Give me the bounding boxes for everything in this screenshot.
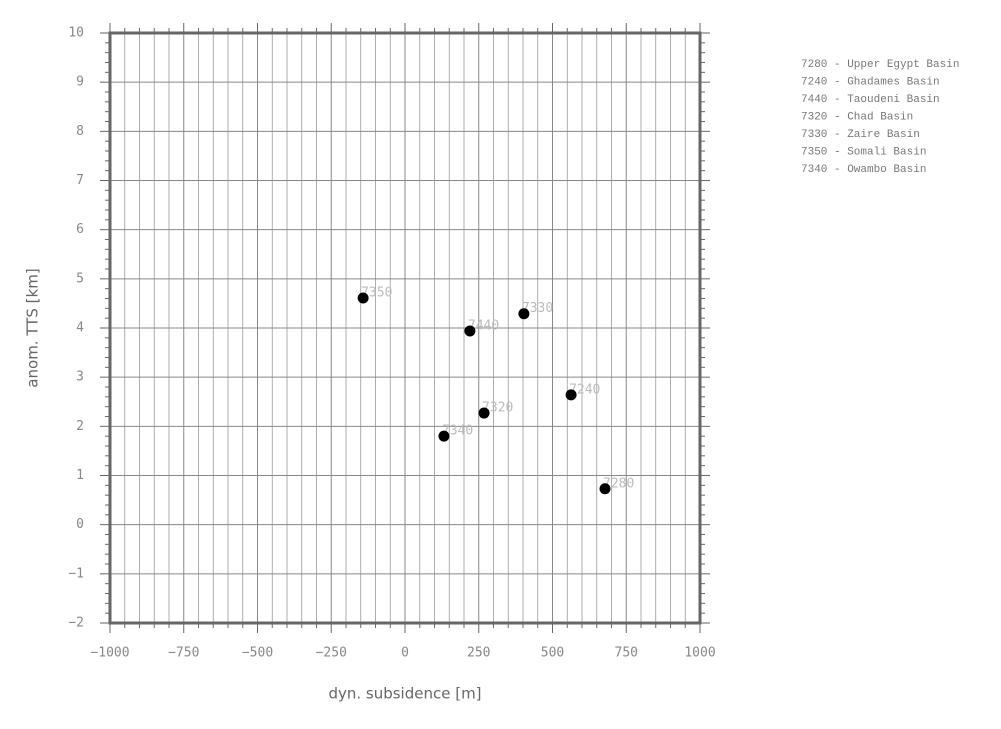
x-tick-label: −1000 [90,646,129,661]
point-label: 7280 [603,476,634,491]
point [464,325,476,337]
x-tick-label: 750 [615,646,638,661]
y-tick-label: 1 [76,468,84,483]
y-tick-label: 10 [68,26,84,41]
legend-entry: 7240 - Ghadames Basin [801,76,940,88]
y-tick-label: 7 [76,173,84,188]
point [565,389,577,401]
y-tick-label: −2 [68,616,84,631]
point-label: 7330 [522,301,553,316]
point-label: 7240 [569,382,600,397]
x-tick-label: 0 [401,646,409,661]
point [599,483,611,495]
point-label: 7440 [468,318,499,333]
y-tick-label: 2 [76,419,84,434]
y-tick-label: 4 [76,321,84,336]
y-tick-label: 6 [76,222,84,237]
point [438,430,450,442]
x-tick-label: −500 [242,646,273,661]
y-tick-label: 0 [76,517,84,532]
legend-entry: 7330 - Zaire Basin [801,129,920,141]
y-axis-label: anom. TTS [km] [24,268,42,387]
legend-entry: 7350 - Somali Basin [801,146,926,158]
x-tick-label: −750 [168,646,199,661]
x-tick-label: 1000 [684,646,715,661]
y-tick-label: 3 [76,370,84,385]
point-label: 7340 [442,424,473,439]
point [357,292,369,304]
legend-entry: 7320 - Chad Basin [801,111,913,123]
y-tick-label: 8 [76,124,84,139]
y-tick-label: −1 [68,566,84,581]
point-label: 7320 [482,401,513,416]
x-tick-label: 250 [467,646,490,661]
point-label: 7350 [361,286,392,301]
point [518,308,530,320]
x-tick-label: 500 [541,646,564,661]
legend-entry: 7340 - Owambo Basin [801,164,926,176]
plot-frame [108,31,702,625]
legend-entry: 7440 - Taoudeni Basin [801,94,940,106]
y-tick-label: 9 [76,75,84,90]
x-axis-label: dyn. subsidence [m] [328,685,481,703]
legend-entry: 7280 - Upper Egypt Basin [801,59,959,71]
point [478,407,490,419]
x-tick-label: −250 [316,646,347,661]
y-tick-label: 5 [76,271,84,286]
